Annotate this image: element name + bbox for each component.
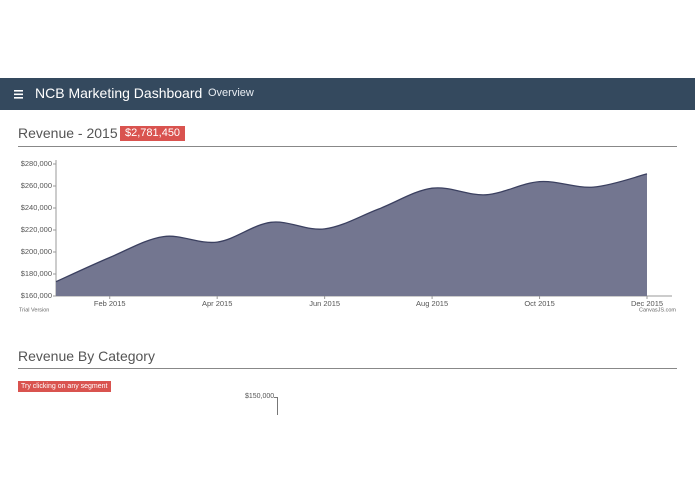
section-title: Revenue By Category [18, 348, 155, 364]
y-tick-label: $180,000 [21, 269, 52, 278]
axis-tick [274, 397, 277, 398]
axis-label: $150,000 [245, 393, 275, 400]
hint-button[interactable]: Try clicking on any segment [18, 381, 111, 392]
menu-icon[interactable] [14, 90, 24, 99]
brand[interactable]: NCB Marketing Dashboard [35, 85, 203, 101]
y-tick-label: $240,000 [21, 203, 52, 212]
x-tick-label: Jun 2015 [309, 299, 340, 308]
x-tick-label: Feb 2015 [94, 299, 126, 308]
x-tick-label: Oct 2015 [524, 299, 554, 308]
x-tick-label: Dec 2015 [631, 299, 663, 308]
y-tick-label: $160,000 [21, 291, 52, 300]
nav-link[interactable]: Overview [208, 87, 254, 99]
area-line [55, 173, 648, 283]
revenue-chart: $160,000 $180,000 $200,000 $220,000 $240,000… [19, 159, 676, 313]
watermark: Trial Version [19, 307, 49, 313]
divider [18, 146, 677, 147]
axis-line [277, 397, 278, 415]
credit: CanvasJS.com [639, 307, 676, 313]
section-title: Revenue - 2015 [18, 125, 118, 141]
y-tick-label: $260,000 [21, 181, 52, 190]
y-tick-label: $200,000 [21, 247, 52, 256]
total-badge: $2,781,450 [120, 126, 186, 141]
x-tick-label: Aug 2015 [416, 299, 448, 308]
divider [18, 368, 677, 369]
x-tick-label: Apr 2015 [202, 299, 232, 308]
y-tick-label: $280,000 [21, 159, 52, 168]
area [56, 173, 647, 296]
navbar: NCB Marketing Dashboard Overview [0, 78, 695, 110]
y-tick-label: $220,000 [21, 225, 52, 234]
